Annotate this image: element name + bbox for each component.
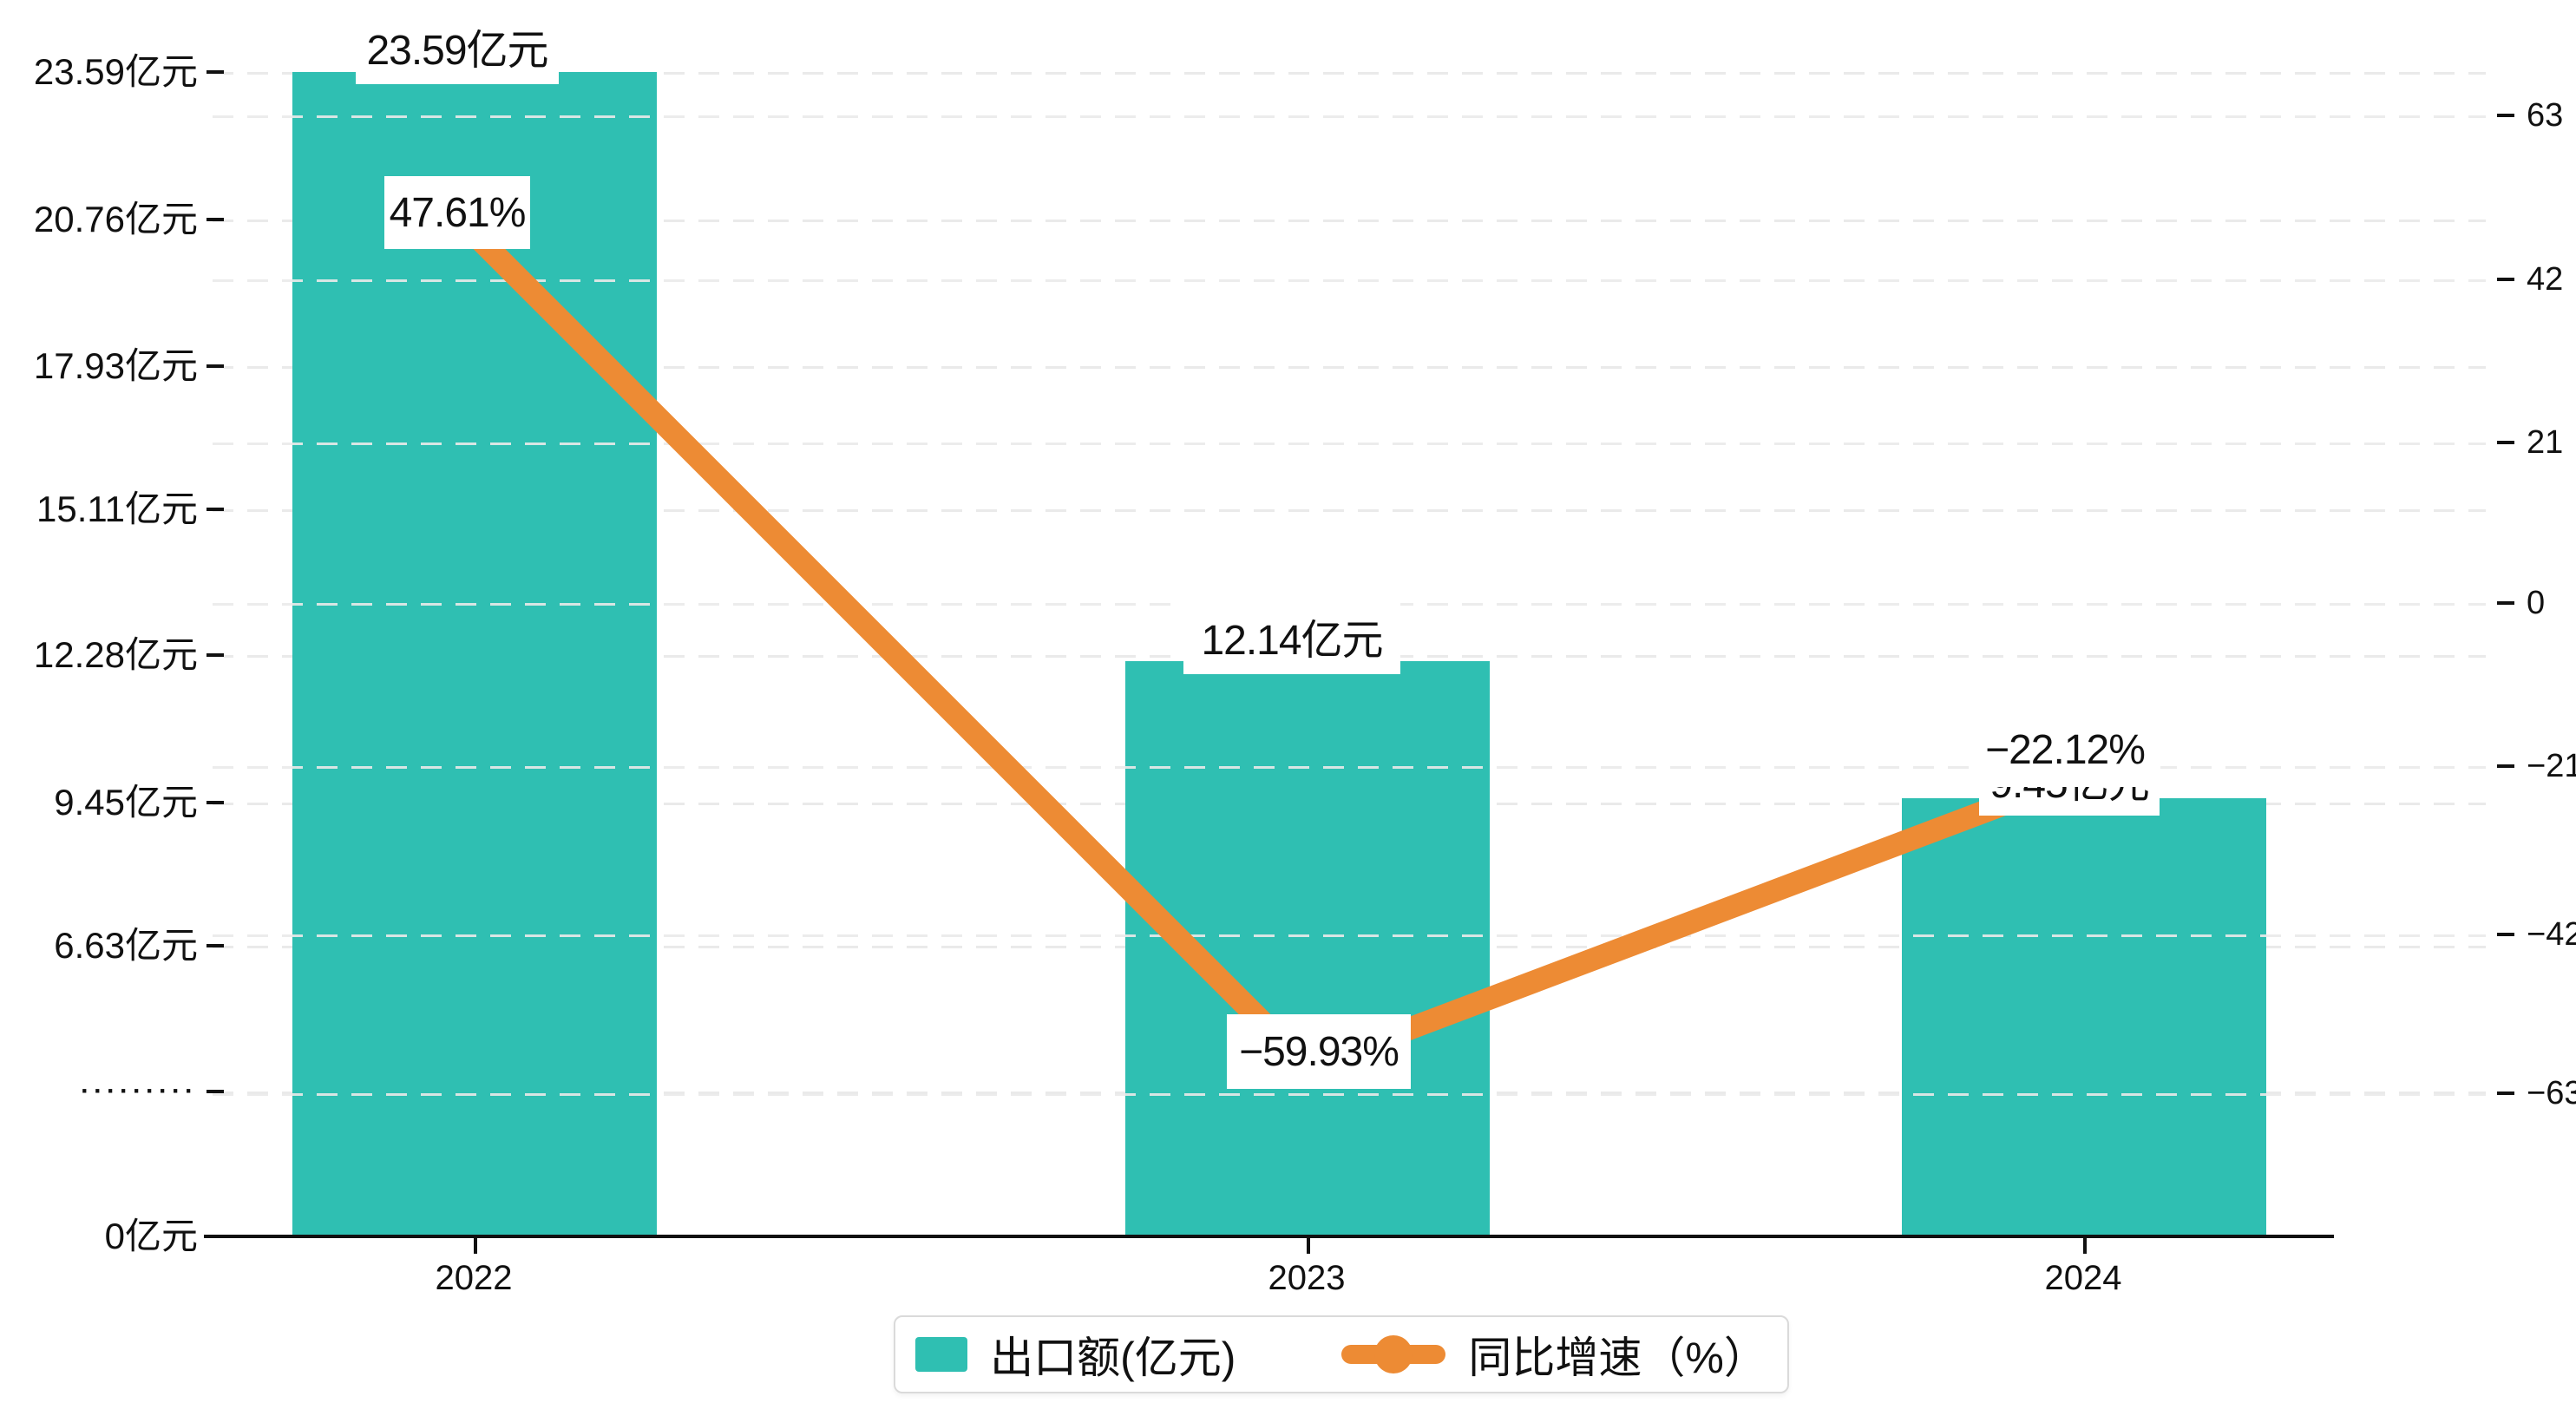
value-label-2023: 12.14亿元 (1183, 598, 1400, 674)
x-label-2022: 2022 (435, 1259, 513, 1297)
y-left-tick (206, 218, 224, 221)
y-right-tick (2497, 601, 2514, 605)
y-right-tick (2497, 933, 2514, 936)
bar-2024[interactable] (1902, 798, 2266, 1236)
y-right-tick (2497, 441, 2514, 444)
y-left-tick (206, 508, 224, 511)
x-axis-line (204, 1235, 2334, 1238)
bar-2023[interactable] (1125, 661, 1490, 1236)
x-label-2024: 2024 (2044, 1259, 2122, 1297)
y-left-tick (206, 653, 224, 657)
y-right-label: −42 (2527, 916, 2576, 953)
y-left-axis-break-label: ········· (81, 1077, 198, 1105)
legend: 出口额(亿元) 同比增速（%） (894, 1315, 1789, 1393)
gridline-right (213, 1093, 2486, 1096)
legend-line-label: 同比增速（%） (1468, 1334, 1767, 1382)
y-left-label: 9.45亿元 (54, 782, 198, 823)
growth-label-2022: 47.61% (384, 176, 530, 249)
y-right-tick (2497, 114, 2514, 117)
legend-item-growth[interactable]: 同比增速（%） (1341, 1323, 1767, 1386)
value-label-2022: 23.59亿元 (356, 8, 559, 84)
gridline-right (213, 934, 2486, 937)
growth-label-2023: −59.93% (1227, 1014, 1411, 1089)
legend-bar-label: 出口额(亿元) (990, 1334, 1236, 1382)
y-right-label: 42 (2527, 261, 2564, 298)
y-left-label: 0亿元 (104, 1216, 198, 1256)
gridline-right (213, 279, 2486, 282)
y-right-label: 21 (2527, 424, 2564, 461)
y-right-label: −21 (2527, 748, 2576, 784)
y-right-label: 63 (2527, 97, 2564, 134)
x-tick-2022 (474, 1238, 477, 1254)
legend-item-export[interactable]: 出口额(亿元) (915, 1323, 1236, 1386)
y-left-tick (206, 364, 224, 368)
y-left-label: 6.63亿元 (54, 925, 198, 966)
y-left-tick (206, 1090, 224, 1093)
y-right-label: 0 (2527, 585, 2546, 621)
gridline-left (213, 220, 2486, 222)
x-label-2023: 2023 (1268, 1259, 1346, 1297)
y-right-tick (2497, 764, 2514, 768)
y-left-tick (206, 70, 224, 74)
gridline-left (213, 72, 2486, 75)
y-right-tick (2497, 278, 2514, 281)
y-right-label: −63 (2527, 1075, 2576, 1111)
x-tick-2024 (2083, 1238, 2087, 1254)
y-right-tick (2497, 1092, 2514, 1095)
y-left-label: 23.59亿元 (33, 51, 198, 92)
y-left-label: 20.76亿元 (33, 199, 198, 239)
gridline-right (213, 442, 2486, 445)
y-left-tick (206, 801, 224, 804)
y-left-label: 15.11亿元 (36, 488, 198, 529)
y-left-label: 12.28亿元 (33, 634, 198, 675)
bar-series-swatch-icon (915, 1337, 968, 1372)
y-left-tick (206, 944, 224, 947)
gridline-right (213, 115, 2486, 118)
y-left-label: 17.93亿元 (33, 345, 198, 386)
growth-label-2024: −22.12% (1970, 712, 2160, 787)
line-series-marker-icon (1341, 1335, 1446, 1373)
x-tick-2023 (1307, 1238, 1310, 1254)
